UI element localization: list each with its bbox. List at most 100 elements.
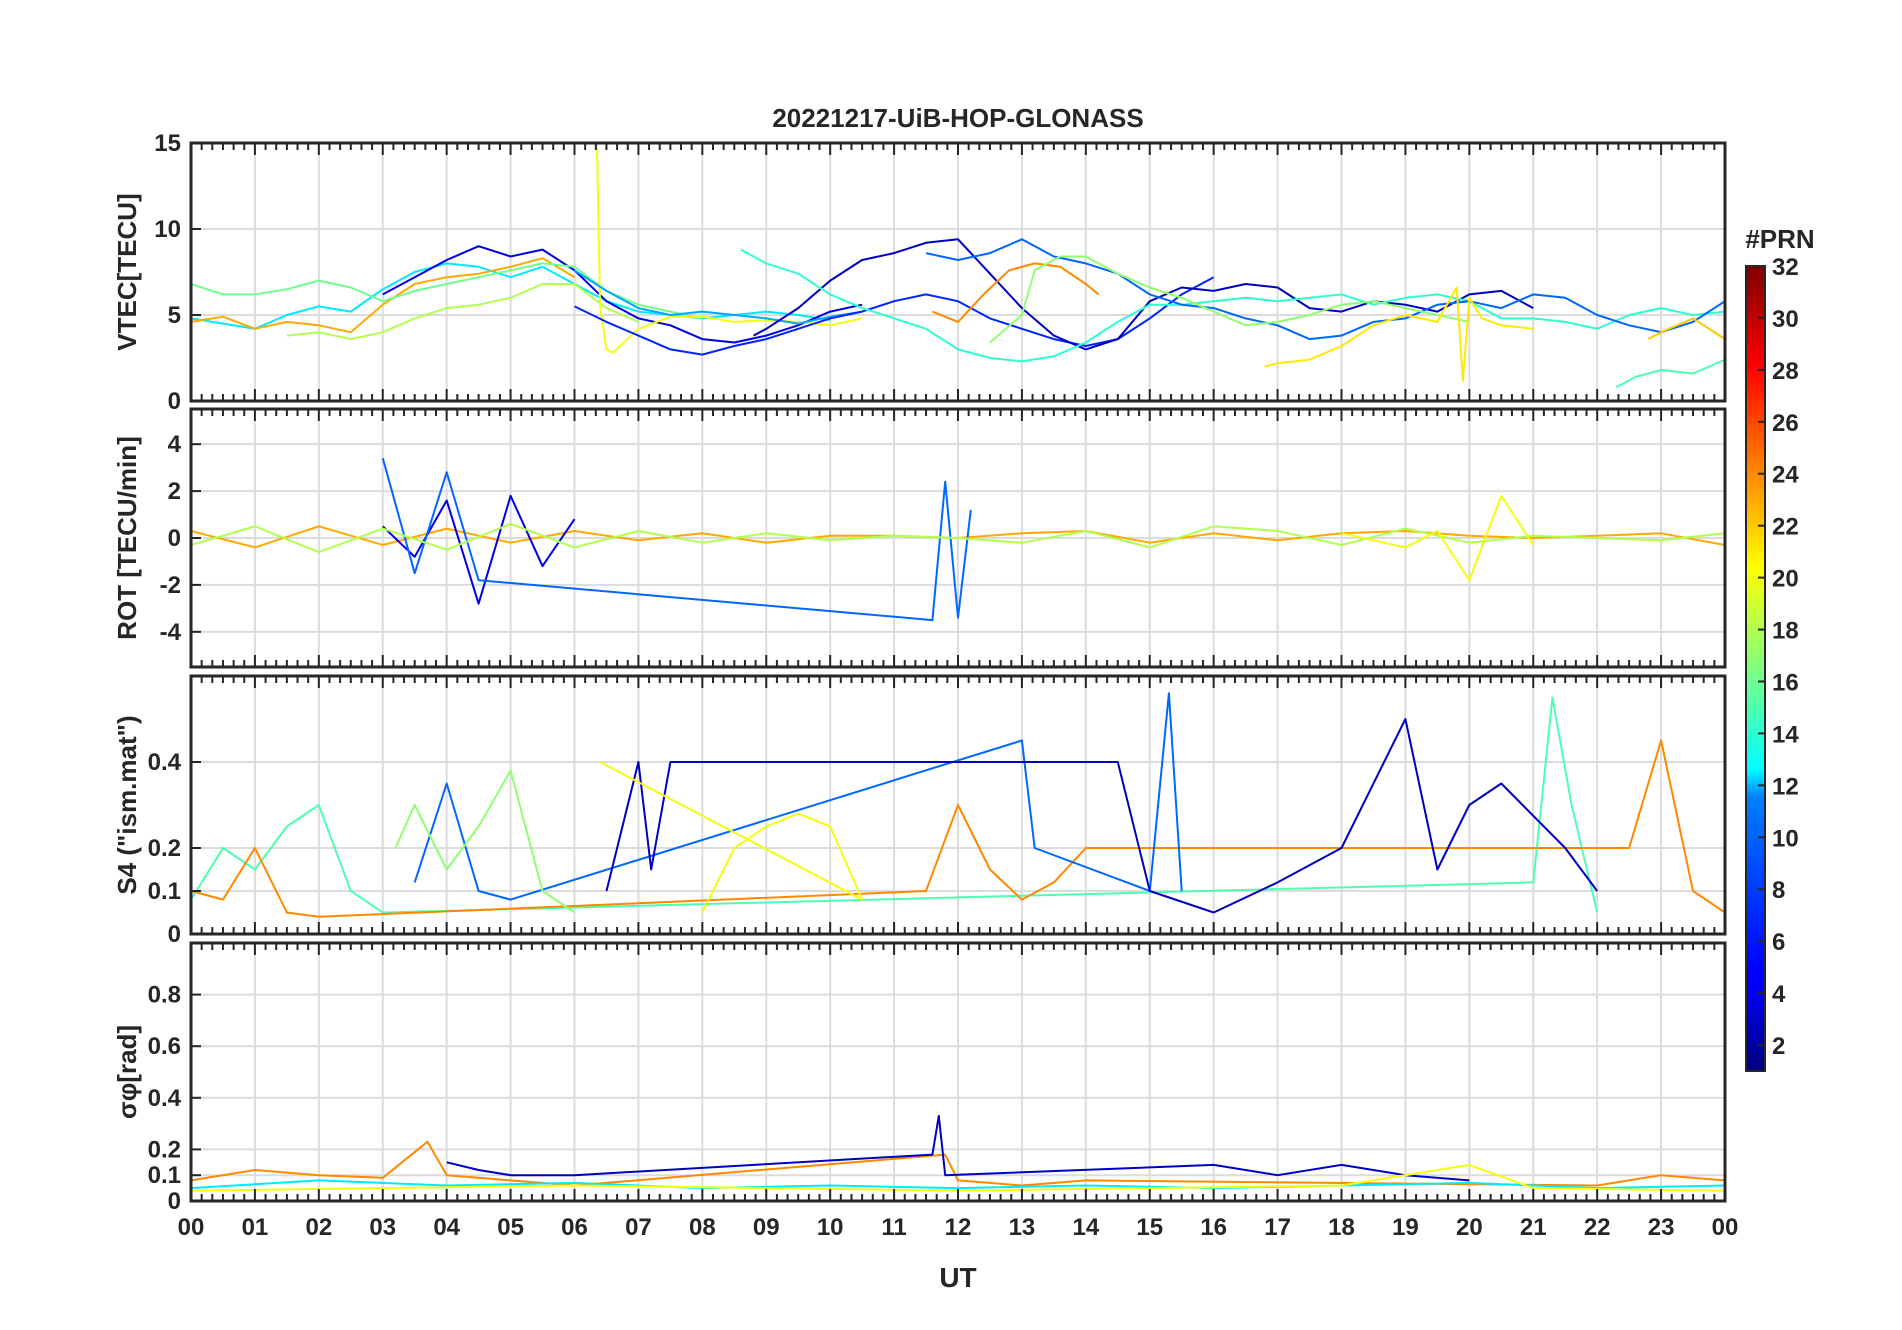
colorbar-tick-label: 28: [1772, 358, 1799, 385]
x-tick-label: 19: [1392, 1214, 1419, 1241]
x-tick-label: 10: [817, 1214, 844, 1241]
panel-vtec: 0 5 10 15 VTEC[TECU]: [112, 130, 1727, 415]
y-tick-label: 0: [168, 1188, 181, 1215]
colorbar-gradient: [1745, 265, 1766, 1072]
y-tick-label: 0.2: [148, 835, 181, 862]
x-tick-label: 09: [753, 1214, 780, 1241]
x-tick-label: 06: [561, 1214, 588, 1241]
x-tick-label: 00: [178, 1214, 205, 1241]
series-line-prn-3: [446, 1114, 1470, 1182]
colorbar-tick-label: 12: [1772, 773, 1799, 800]
axes-box: [189, 941, 1727, 1203]
y-tick-label: 2: [168, 478, 181, 505]
panel-rot: -4 -2 0 2 4 ROT [TECU/min]: [112, 407, 1727, 669]
y-tick-label: -2: [160, 572, 181, 599]
x-tick-label: 13: [1009, 1214, 1036, 1241]
y-tick-label: -4: [160, 619, 182, 646]
y-tick-label: 4: [168, 431, 182, 458]
colorbar-tick-label: 2: [1772, 1033, 1785, 1060]
x-tick-label: 11: [881, 1214, 906, 1241]
x-tick-label: 23: [1648, 1214, 1675, 1241]
series-line-prn-18: [286, 283, 639, 341]
series-line-prn-4: [382, 245, 863, 344]
x-tick-label: 07: [625, 1214, 652, 1241]
series-line-prn-24: [191, 739, 1725, 918]
series-line-prn-3: [605, 718, 1599, 914]
x-tick-label: 08: [689, 1214, 716, 1241]
series-line-prn-8: [381, 458, 972, 622]
series-line-prn-15: [191, 696, 1599, 914]
y-axis-label: σφ[rad]: [112, 1025, 142, 1119]
x-tick-label: 20: [1456, 1214, 1483, 1241]
x-axis-label: UT: [939, 1262, 976, 1293]
colorbar-tick-label: 32: [1772, 254, 1799, 281]
colorbar-tick-label: 10: [1772, 825, 1799, 852]
y-axis-label: VTEC[TECU]: [112, 193, 142, 350]
y-tick-label: 15: [154, 130, 181, 157]
colorbar-tick-label: 18: [1772, 618, 1799, 645]
y-tick-label: 0.4: [148, 749, 182, 776]
y-tick-label: 0.2: [148, 1136, 181, 1163]
series-line-prn-4: [382, 494, 576, 605]
colorbar-label: #PRN: [1745, 224, 1814, 254]
panel-sigma_phi: 00.10.2 0.4 0.6 0.8σφ[rad] 00 01 02 03 04 05 06 07 0…: [112, 941, 1739, 1241]
y-tick-label: 0.8: [148, 982, 181, 1009]
series-line-prn-12: [191, 262, 831, 330]
series-line-prn-22: [1647, 317, 1725, 340]
series-line-prn-21: [1264, 286, 1534, 382]
y-tick-label: 10: [154, 216, 181, 243]
colorbar-tick-label: 4: [1772, 981, 1786, 1008]
x-tick-label: 14: [1072, 1214, 1099, 1241]
y-tick-label: 0.6: [148, 1033, 181, 1060]
y-axis-label: ROT [TECU/min]: [112, 436, 142, 640]
x-tick-label: 02: [305, 1214, 332, 1241]
colorbar-tick-label: 26: [1772, 410, 1799, 437]
x-tick-label: 17: [1264, 1214, 1291, 1241]
series-line-prn-17: [989, 255, 1470, 344]
y-tick-label: 0: [168, 525, 181, 552]
series-line-prn-20: [1341, 494, 1535, 582]
series-line-prn-6: [574, 276, 1215, 356]
series-line-prn-24: [932, 262, 1100, 323]
x-tick-label: 01: [242, 1214, 269, 1241]
series-line-prn-17: [394, 769, 576, 914]
panel-s4: 0 0.1 0.2 0.4S4 ("ism.mat"): [112, 674, 1727, 948]
x-tick-label: 03: [369, 1214, 396, 1241]
series-line-prn-15: [1615, 358, 1725, 389]
axes-box: [189, 141, 1727, 403]
y-tick-label: 0.4: [148, 1085, 182, 1112]
y-tick-label: 5: [168, 302, 181, 329]
series-line-prn-3: [753, 238, 1534, 351]
series-line-prn-20: [191, 1163, 1725, 1192]
colorbar-tick-label: 24: [1772, 462, 1799, 489]
colorbar-tick-label: 16: [1772, 669, 1799, 696]
series-line-prn-8: [413, 692, 1183, 901]
x-tick-label: 05: [497, 1214, 524, 1241]
x-tick-label: 04: [433, 1214, 460, 1241]
chart-title: 20221217-UiB-HOP-GLONASS: [772, 103, 1143, 133]
colorbar-tick-label: 20: [1772, 566, 1799, 593]
y-tick-label: 0.1: [148, 1162, 181, 1189]
y-tick-label: 0.1: [148, 878, 181, 905]
x-tick-label: 00: [1712, 1214, 1739, 1241]
series-group: [191, 1114, 1725, 1192]
colorbar-tick-label: 14: [1772, 721, 1799, 748]
x-tick-label: 21: [1520, 1214, 1547, 1241]
colorbar-tick-label: 6: [1772, 929, 1785, 956]
series-group: [191, 692, 1725, 918]
series-group: [191, 458, 1725, 622]
series-line-prn-18: [191, 522, 1725, 554]
x-tick-label: 16: [1200, 1214, 1227, 1241]
series-line-prn-23: [191, 257, 576, 334]
series-line-prn-20: [599, 761, 864, 913]
series-line-prn-12: [191, 1179, 1725, 1190]
x-tick-label: 22: [1584, 1214, 1611, 1241]
colorbar-tick-label: 8: [1772, 877, 1785, 904]
y-tick-label: 0: [168, 388, 181, 415]
colorbar-tick-label: 22: [1772, 514, 1799, 541]
x-tick-label: 15: [1136, 1214, 1163, 1241]
